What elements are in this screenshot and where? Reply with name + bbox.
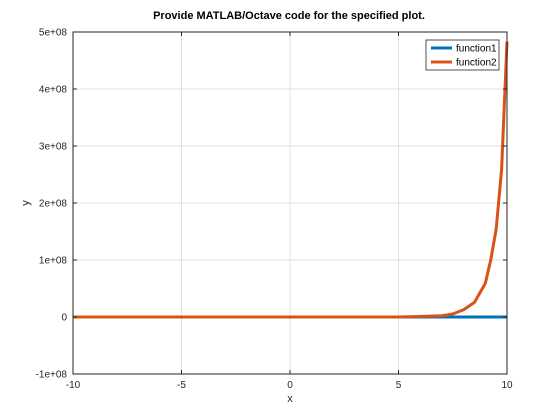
x-tick-label: -10 bbox=[66, 380, 81, 391]
grid bbox=[72, 31, 508, 375]
x-tick-label: 5 bbox=[396, 380, 402, 391]
axis-ticks: -10 -5 0 5 10 -1e+08 0 1e+08 2e+08 3e+08 4e+08 5e+0… bbox=[36, 28, 513, 392]
x-tick-label: -5 bbox=[177, 380, 186, 391]
y-tick-label: 0 bbox=[61, 313, 67, 324]
legend-label-function2: function2 bbox=[456, 58, 497, 69]
y-axis-label: y bbox=[20, 200, 32, 206]
series-line-function2 bbox=[73, 41, 509, 319]
series-group bbox=[73, 41, 509, 319]
x-tick-label: 0 bbox=[287, 380, 293, 391]
chart-title: Provide MATLAB/Octave code for the speci… bbox=[153, 10, 425, 22]
legend-box bbox=[425, 39, 500, 71]
y-tick-label: 5e+08 bbox=[39, 28, 68, 39]
legend-label-function1: function1 bbox=[456, 44, 497, 55]
y-tick-label: 1e+08 bbox=[39, 256, 68, 267]
y-tick-label: -1e+08 bbox=[36, 370, 68, 381]
x-axis-label: x bbox=[287, 393, 293, 405]
y-tick-label: 3e+08 bbox=[39, 142, 68, 153]
legend: function1 function2 bbox=[425, 39, 500, 71]
y-tick-label: 4e+08 bbox=[39, 85, 68, 96]
x-tick-label: 10 bbox=[501, 380, 513, 391]
y-tick-label: 2e+08 bbox=[39, 199, 68, 210]
